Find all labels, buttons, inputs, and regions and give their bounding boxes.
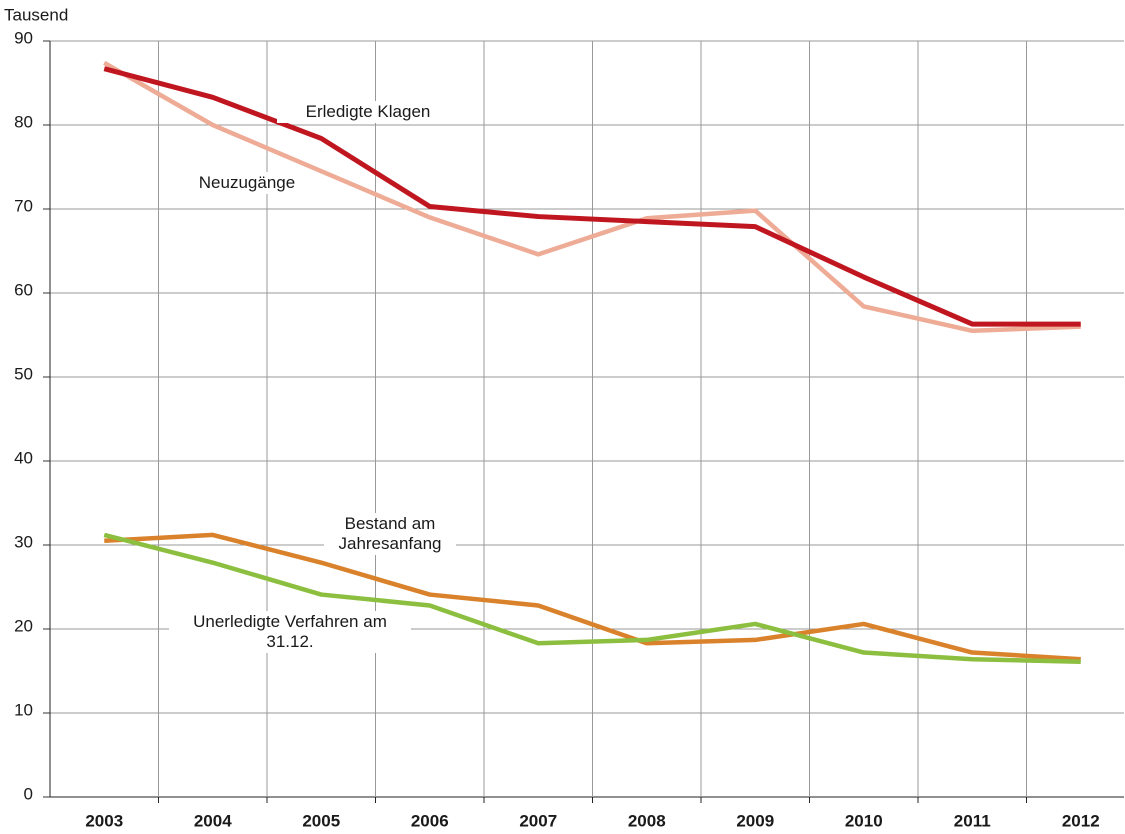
y-tick-label: 0 <box>24 784 33 803</box>
y-axis-label: Tausend <box>4 5 68 24</box>
grid <box>50 40 1124 798</box>
x-tick-label: 2010 <box>845 811 883 830</box>
series-label: Neuzugänge <box>176 172 318 194</box>
line-series <box>103 60 1081 334</box>
y-tick-label: 30 <box>14 532 33 551</box>
x-tick-label: 2005 <box>302 811 340 830</box>
y-tick-label: 20 <box>14 616 33 635</box>
x-tick-label: 2006 <box>411 811 449 830</box>
x-tick-label: 2003 <box>85 811 123 830</box>
series-label: Erledigte Klagen <box>277 101 459 123</box>
series-label: Unerledigte Verfahren am 31.12. <box>169 611 411 653</box>
series-label: Bestand am Jahresanfang <box>324 513 456 555</box>
x-tick-label: 2004 <box>194 811 232 830</box>
y-tick-label: 50 <box>14 364 33 383</box>
line-series <box>104 532 1081 662</box>
line-series <box>103 532 1081 665</box>
x-tick-label: 2009 <box>736 811 774 830</box>
y-tick-label: 80 <box>14 112 33 131</box>
y-tick-label: 60 <box>14 280 33 299</box>
x-tick-label: 2011 <box>954 811 991 830</box>
x-tick-label: 2012 <box>1062 811 1100 830</box>
y-tick-label: 10 <box>14 700 33 719</box>
y-tick-label: 40 <box>14 448 33 467</box>
line-series <box>103 66 1081 327</box>
y-tick-label: 70 <box>14 196 33 215</box>
x-tick-label: 2007 <box>519 811 557 830</box>
y-tick-label: 90 <box>14 28 33 47</box>
x-tick-label: 2008 <box>628 811 666 830</box>
